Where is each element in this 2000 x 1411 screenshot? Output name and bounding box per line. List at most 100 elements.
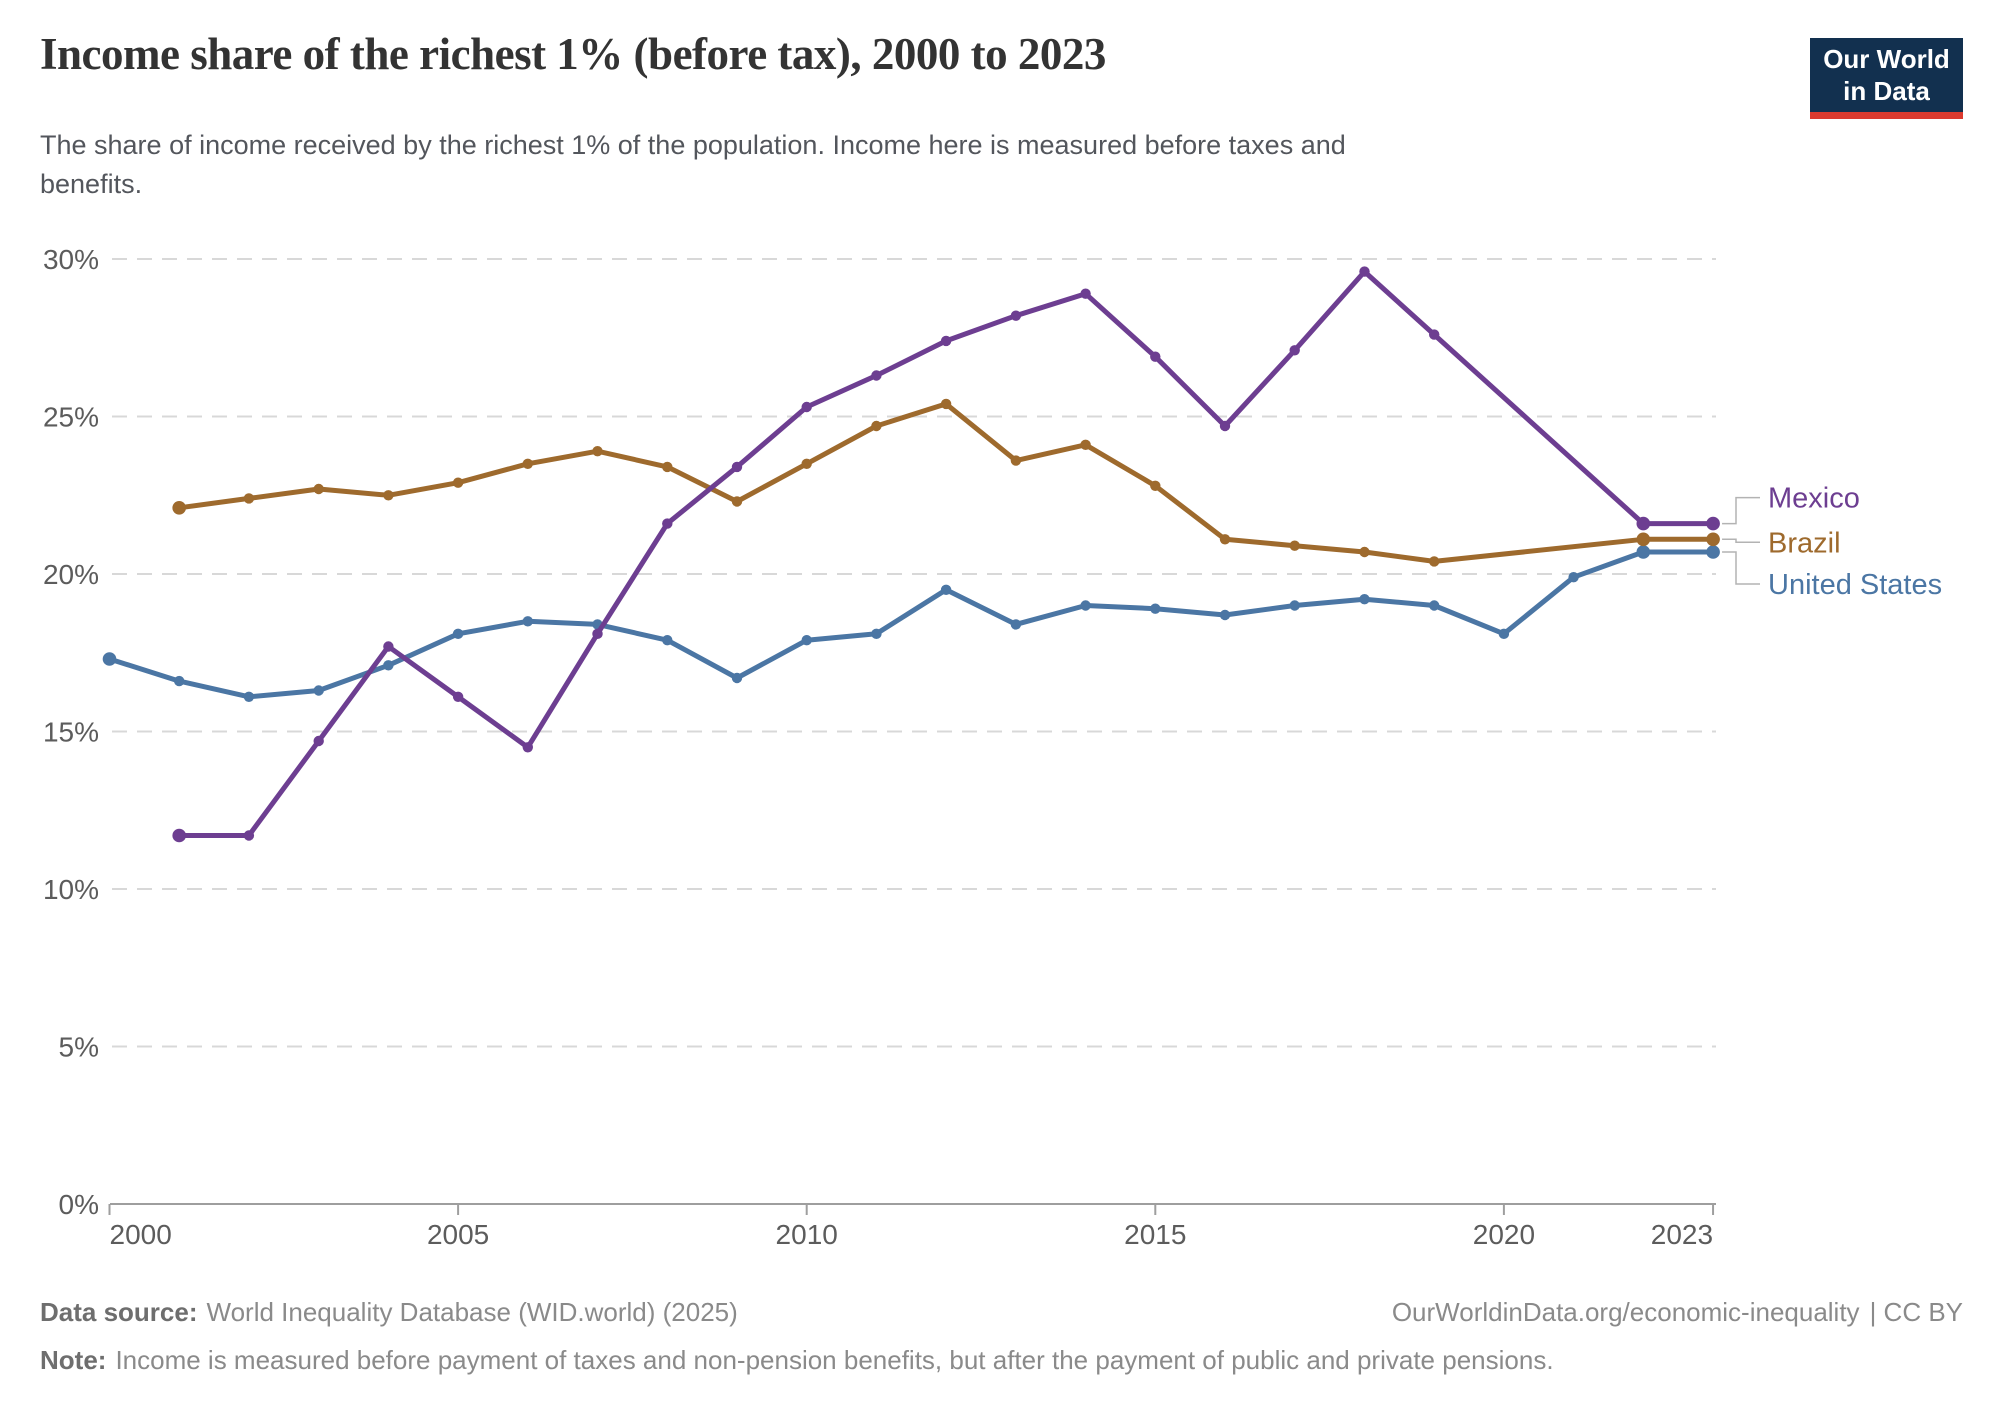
data-source-label: Data source:: [40, 1297, 198, 1327]
y-axis-labels: 0% 5% 10% 15% 20% 25% 30%: [43, 244, 99, 1220]
brazil-point-2022: [1636, 532, 1651, 547]
legend-label-united-states: United States: [1768, 569, 1942, 601]
owid-logo-line2: in Data: [1843, 76, 1930, 106]
legend-connector-brazil: [1722, 538, 1760, 544]
united-states-point-2018: [1359, 594, 1370, 605]
chart-subtitle-line1: The share of income received by the rich…: [40, 130, 1346, 160]
mexico-point-2005: [452, 691, 464, 702]
x-tick-label-2010: 2010: [776, 1219, 838, 1250]
mexico-point-2015: [1150, 351, 1161, 362]
y-tick-label-20: 20%: [43, 559, 99, 590]
united-states-point-2003: [313, 685, 324, 696]
brazil-point-2017: [1289, 540, 1300, 551]
united-states-point-2011: [871, 628, 882, 639]
brazil-point-2009: [731, 496, 743, 507]
note-text: Income is measured before payment of tax…: [115, 1345, 1554, 1375]
united-states-point-2004: [383, 660, 394, 671]
brazil-point-2007: [592, 446, 603, 457]
united-states-point-2019: [1429, 600, 1440, 611]
mexico-point-2017: [1289, 345, 1300, 356]
mexico-point-2011: [871, 370, 882, 381]
united-states-point-2013: [1010, 619, 1022, 630]
united-states-point-2022: [1636, 545, 1651, 559]
united-states-line: [107, 549, 1716, 700]
chart-subtitle: The share of income received by the rich…: [40, 126, 1440, 204]
chart-subtitle-line2: benefits.: [40, 169, 143, 199]
mexico-point-2007: [592, 628, 603, 639]
owid-logo: Our World in Data: [1810, 38, 1963, 119]
series-united-states: [102, 545, 1720, 702]
mexico-point-2013: [1010, 310, 1022, 321]
mexico-point-2001: [172, 828, 186, 843]
y-tick-label-25: 25%: [43, 402, 99, 433]
legend-label-brazil: Brazil: [1768, 528, 1841, 560]
x-axis: 2000 2005 2010 2015 2020 2023: [108, 1204, 1715, 1250]
brazil-point-2016: [1219, 534, 1231, 545]
y-tick-label-15: 15%: [43, 717, 99, 748]
page-title: Income share of the richest 1% (before t…: [40, 29, 1106, 79]
united-states-point-2017: [1289, 600, 1300, 611]
united-states-point-2000: [102, 652, 117, 666]
mexico-point-2018: [1359, 266, 1370, 277]
gridlines: [110, 258, 1716, 1205]
owid-link-line: OurWorldinData.org/economic-inequality | …: [1392, 1297, 1963, 1328]
brazil-line: [176, 401, 1716, 564]
owid-url-text[interactable]: OurWorldinData.org/economic-inequality: [1391, 1297, 1860, 1327]
brazil-point-2018: [1359, 546, 1370, 558]
license-text: | CC BY: [1869, 1297, 1963, 1327]
data-source-line: Data source: World Inequality Database (W…: [40, 1297, 738, 1328]
brazil-point-2013: [1010, 455, 1022, 466]
brazil-point-2008: [662, 461, 673, 473]
united-states-point-2005: [452, 628, 464, 639]
united-states-point-2012: [940, 584, 952, 595]
united-states-point-2021: [1568, 572, 1579, 583]
united-states-point-2023: [1706, 545, 1720, 559]
mexico-point-2002: [243, 830, 255, 841]
united-states-point-2009: [731, 672, 743, 684]
mexico-point-2009: [731, 461, 743, 473]
y-tick-label-0: 0%: [59, 1189, 99, 1220]
brazil-point-2023: [1706, 532, 1720, 547]
mexico-point-2012: [940, 335, 952, 347]
mexico-point-2003: [313, 735, 324, 747]
mexico-point-2023: [1706, 516, 1720, 531]
y-tick-label-30: 30%: [43, 244, 99, 275]
mexico-point-2004: [383, 641, 394, 652]
legend: Mexico Brazil United States: [1722, 483, 1942, 601]
x-tick-label-2020: 2020: [1473, 1219, 1535, 1250]
united-states-point-2002: [243, 691, 255, 702]
brazil-point-2005: [452, 477, 464, 488]
owid-logo-line1: Our World: [1823, 44, 1950, 74]
legend-connector-united-states: [1722, 551, 1760, 585]
y-tick-label-5: 5%: [59, 1032, 99, 1063]
brazil-point-2012: [940, 398, 952, 410]
united-states-point-2014: [1080, 600, 1091, 611]
x-tick-label-2015: 2015: [1124, 1219, 1186, 1250]
x-tick-label-2005: 2005: [427, 1219, 489, 1250]
united-states-point-2020: [1498, 628, 1510, 639]
united-states-point-2001: [174, 675, 185, 687]
note-line: Note: Income is measured before payment o…: [40, 1345, 1554, 1376]
y-tick-label-10: 10%: [43, 874, 99, 905]
x-tick-label-2000: 2000: [110, 1219, 172, 1250]
brazil-point-2014: [1080, 439, 1091, 450]
mexico-line: [176, 269, 1716, 838]
brazil-point-2019: [1429, 556, 1440, 567]
brazil-point-2003: [313, 483, 324, 495]
united-states-point-2010: [801, 635, 812, 646]
brazil-point-2015: [1150, 480, 1161, 491]
brazil-point-2002: [243, 493, 255, 504]
x-tick-label-2023: 2023: [1651, 1219, 1713, 1250]
mexico-point-2016: [1219, 420, 1231, 432]
mexico-point-2006: [522, 742, 533, 753]
mexico-point-2008: [662, 518, 673, 529]
brazil-point-2006: [522, 458, 533, 469]
united-states-point-2015: [1150, 603, 1161, 614]
series-mexico: [172, 266, 1720, 843]
united-states-point-2006: [522, 616, 533, 627]
brazil-point-2004: [383, 490, 394, 501]
united-states-point-2016: [1219, 609, 1231, 621]
